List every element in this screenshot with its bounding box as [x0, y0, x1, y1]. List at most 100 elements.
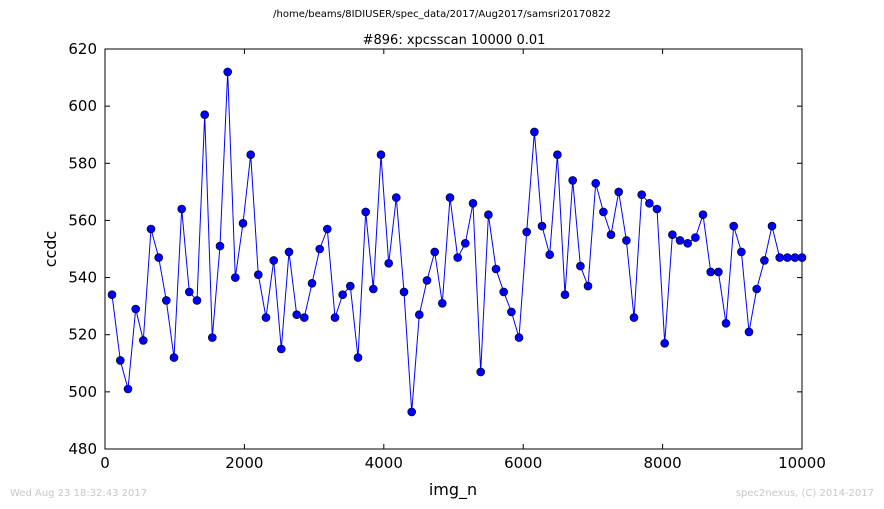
data-point: [537, 221, 547, 231]
data-point: [437, 298, 447, 308]
data-point: [123, 384, 133, 394]
data-point: [614, 187, 624, 197]
data-point: [246, 150, 255, 159]
data-point: [737, 247, 746, 257]
data-point: [668, 230, 677, 239]
data-point: [154, 253, 163, 262]
data-point: [468, 199, 478, 208]
x-tick-label: 4000: [365, 454, 403, 472]
data-point: [215, 241, 225, 251]
data-point: [752, 284, 762, 294]
data-point: [706, 267, 716, 277]
data-point: [299, 313, 309, 322]
data-point: [583, 281, 593, 291]
data-point: [162, 296, 171, 305]
data-point: [545, 250, 555, 259]
chart-title: #896: xpcsscan 10000 0.01: [363, 33, 546, 48]
data-point: [169, 353, 179, 362]
data-point: [622, 236, 631, 245]
data-point: [491, 264, 501, 274]
data-point: [292, 310, 302, 320]
data-point: [223, 67, 232, 77]
data-point: [484, 210, 493, 219]
data-point: [652, 204, 662, 214]
data-point: [775, 253, 785, 262]
data-point: [637, 190, 647, 199]
data-point: [384, 258, 394, 268]
data-point: [606, 230, 616, 239]
series-line: [111, 71, 802, 412]
data-point: [430, 247, 440, 257]
data-point: [315, 244, 325, 254]
data-point: [721, 318, 731, 328]
x-tick-label: 8000: [644, 454, 682, 472]
data-point: [530, 127, 539, 137]
data-point: [307, 278, 317, 288]
data-point: [797, 253, 807, 262]
data-point: [453, 253, 463, 262]
x-tick-label: 0: [100, 454, 110, 472]
data-point: [261, 313, 271, 322]
data-point: [760, 256, 769, 265]
x-tick-label: 2000: [225, 454, 263, 472]
data-point: [322, 224, 332, 234]
y-axis-label: ccdc: [41, 231, 60, 268]
data-point: [253, 270, 263, 280]
data-point: [376, 150, 386, 159]
data-point: [499, 287, 509, 297]
data-point: [691, 233, 700, 242]
data-point: [560, 290, 570, 300]
header-path: /home/beams/8IDIUSER/spec_data/2017/Aug2…: [273, 9, 611, 20]
data-point: [553, 150, 562, 159]
data-point: [338, 290, 348, 300]
y-tick-label: 500: [68, 383, 97, 401]
data-point: [767, 221, 777, 231]
data-point: [185, 287, 194, 297]
data-point: [368, 284, 378, 294]
data-point: [269, 256, 279, 265]
data-point: [744, 327, 754, 337]
data-point: [391, 193, 401, 202]
data-point: [599, 207, 608, 217]
y-tick-label: 480: [68, 440, 97, 458]
data-point: [330, 313, 340, 322]
x-tick-label: 10000: [778, 454, 826, 472]
data-point: [238, 219, 248, 228]
data-point: [507, 307, 516, 317]
data-point: [146, 224, 156, 234]
data-point: [568, 176, 578, 185]
footer-credit: spec2nexus, (C) 2014-2017: [735, 488, 874, 499]
data-point: [514, 333, 524, 342]
data-point: [276, 344, 286, 354]
data-point: [131, 304, 140, 314]
data-point: [729, 221, 739, 231]
data-point: [353, 353, 363, 362]
plot-frame: [104, 48, 803, 450]
data-point: [407, 407, 417, 417]
series-group: [107, 67, 807, 417]
data-point: [445, 193, 455, 202]
data-point: [231, 273, 240, 282]
data-point: [683, 239, 693, 248]
data-point: [714, 267, 723, 277]
data-point: [698, 210, 708, 219]
footer-timestamp: Wed Aug 23 18:32:43 2017: [10, 488, 148, 499]
data-point: [107, 290, 117, 300]
data-point: [460, 239, 470, 248]
y-tick-label: 620: [68, 40, 97, 58]
data-point: [208, 333, 217, 342]
data-point: [361, 207, 371, 217]
data-point: [783, 253, 792, 262]
data-point: [645, 199, 654, 208]
data-point: [399, 287, 409, 297]
x-axis-label: img_n: [429, 480, 477, 500]
data-point: [522, 227, 532, 237]
data-point: [629, 313, 639, 322]
data-point: [116, 356, 125, 365]
data-point: [177, 204, 186, 214]
data-point: [192, 296, 202, 305]
data-point: [200, 110, 209, 119]
data-point: [660, 338, 670, 348]
y-tick-label: 600: [68, 97, 97, 115]
y-tick-label: 560: [68, 211, 97, 229]
